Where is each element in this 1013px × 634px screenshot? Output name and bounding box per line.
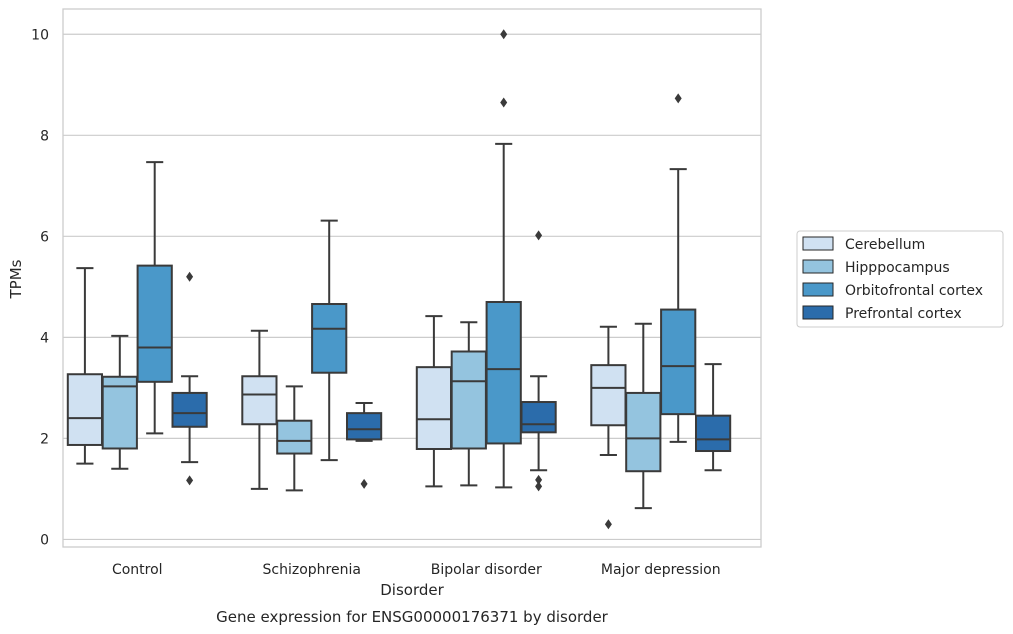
box-iqr — [450, 350, 487, 450]
outlier-point — [674, 93, 682, 104]
legend-label: Cerebellum — [845, 237, 925, 253]
legend-item: Prefrontal cortex — [802, 305, 962, 322]
box-iqr — [590, 364, 627, 427]
outlier-point — [535, 230, 543, 241]
box-group — [136, 161, 173, 435]
box-group — [311, 219, 348, 462]
y-tick-label: 6 — [40, 229, 49, 245]
box-iqr — [171, 391, 208, 428]
box-iqr — [241, 375, 278, 426]
box-iqr — [485, 300, 522, 445]
box-group — [450, 321, 487, 487]
box-group — [415, 315, 453, 488]
plot-frame — [62, 8, 762, 548]
box-group — [625, 322, 662, 510]
y-tick-label: 2 — [40, 431, 49, 447]
outlier-point — [360, 478, 368, 489]
boxes-layer — [66, 29, 732, 530]
y-axis-label: TPMs — [7, 259, 25, 299]
legend-item: Orbitofrontal cortex — [802, 282, 983, 299]
y-tick-label: 10 — [31, 27, 49, 43]
legend-items: Cerebellum Hipppocampus Orbitofrontal cort… — [802, 236, 983, 322]
legend-swatch — [802, 259, 834, 274]
x-tick-label: Major depression — [601, 562, 721, 578]
box-group — [101, 334, 138, 470]
box-group — [345, 402, 383, 489]
box-iqr — [136, 264, 173, 383]
box-iqr — [694, 414, 732, 453]
outlier-point — [535, 474, 543, 485]
outlier-point — [604, 519, 612, 530]
legend-frame — [796, 230, 1004, 328]
box-iqr — [415, 366, 453, 450]
box-group — [590, 325, 627, 530]
x-tick-labels: Control Schizophrenia Bipolar disorder Majo… — [112, 562, 721, 578]
y-tick-label: 8 — [40, 128, 49, 144]
legend-label: Hipppocampus — [845, 260, 950, 276]
outlier-point — [186, 475, 194, 486]
legend-item: Hipppocampus — [802, 259, 950, 276]
box-iqr — [345, 412, 383, 441]
box-iqr — [625, 391, 662, 473]
box-group — [660, 93, 697, 443]
legend-label: Prefrontal cortex — [845, 306, 962, 322]
box-iqr — [66, 373, 104, 446]
y-tick-labels: 0 2 4 6 8 10 — [31, 27, 49, 548]
box-iqr — [311, 303, 348, 374]
box-iqr — [660, 308, 697, 416]
legend-item: Cerebellum — [802, 236, 925, 253]
x-axis-label: Disorder — [380, 581, 444, 599]
box-iqr — [520, 401, 557, 434]
box-group — [241, 329, 278, 490]
chart-caption: Gene expression for ENSG00000176371 by d… — [216, 608, 609, 626]
outlier-point — [500, 29, 508, 40]
legend-swatch — [802, 282, 834, 297]
legend: Cerebellum Hipppocampus Orbitofrontal cort… — [796, 230, 1004, 328]
box-group — [276, 385, 313, 492]
box-iqr — [276, 419, 313, 455]
box-group — [520, 230, 557, 492]
x-tick-label: Bipolar disorder — [431, 562, 542, 578]
y-tick-label: 0 — [40, 532, 49, 548]
x-tick-label: Control — [112, 562, 163, 578]
outlier-point — [186, 271, 194, 282]
outlier-point — [535, 481, 543, 492]
box-iqr — [101, 375, 138, 450]
legend-label: Orbitofrontal cortex — [845, 283, 983, 299]
box-group — [66, 267, 104, 465]
box-group — [485, 29, 522, 489]
outlier-point — [500, 97, 508, 108]
x-tick-label: Schizophrenia — [263, 562, 361, 578]
y-tick-label: 4 — [40, 330, 49, 346]
legend-swatch — [802, 236, 834, 251]
box-group — [171, 271, 208, 486]
legend-swatch — [802, 305, 834, 320]
box-group — [694, 363, 732, 472]
grid-lines — [63, 33, 761, 541]
